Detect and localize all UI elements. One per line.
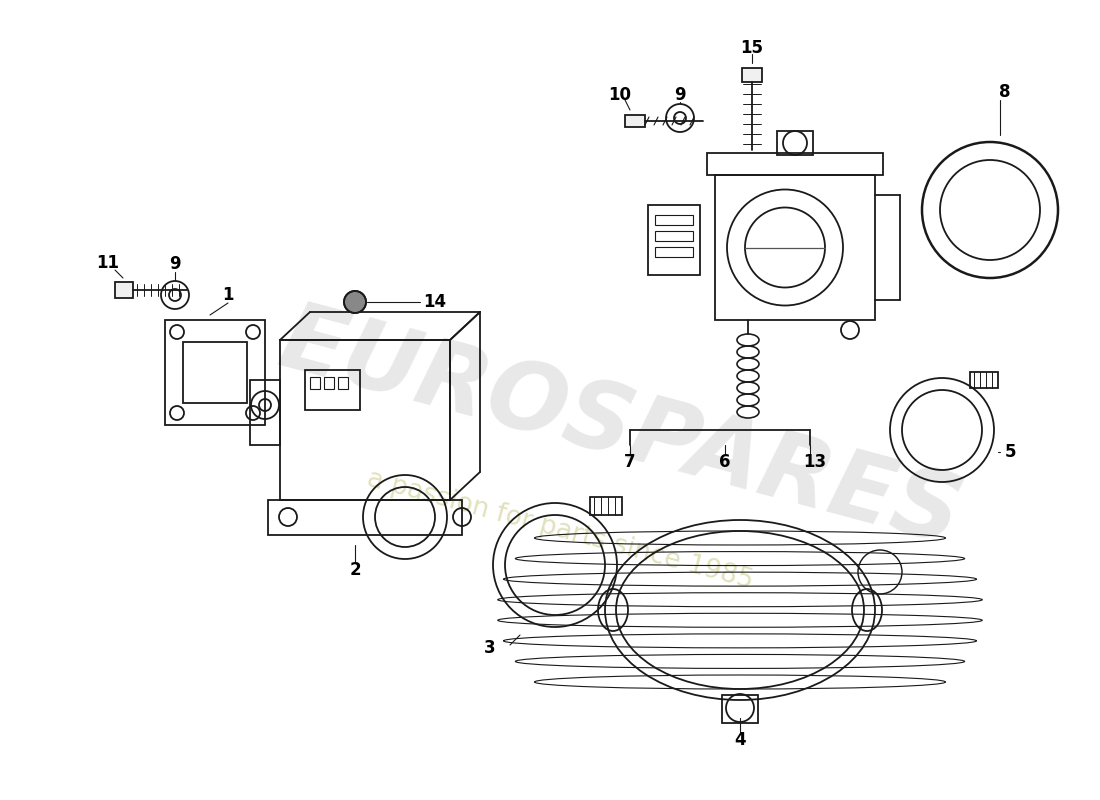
Bar (116, 282, 133, 298)
Bar (742, 68, 762, 82)
Bar (648, 205, 700, 275)
Bar (707, 153, 883, 175)
Bar (165, 320, 265, 425)
Text: 14: 14 (424, 293, 447, 311)
Bar (654, 215, 693, 225)
Text: 6: 6 (719, 453, 730, 471)
Bar (310, 377, 320, 389)
Text: 9: 9 (674, 86, 685, 104)
Text: a passion for parts since 1985: a passion for parts since 1985 (364, 466, 756, 594)
Text: EUROSPARES: EUROSPARES (270, 295, 970, 565)
Text: 11: 11 (97, 254, 120, 272)
Bar (250, 380, 280, 445)
Bar (268, 500, 462, 535)
Text: 8: 8 (999, 83, 1011, 101)
Bar (654, 231, 693, 241)
Bar (777, 131, 813, 155)
Text: 10: 10 (608, 86, 631, 104)
Circle shape (344, 291, 366, 313)
Bar (590, 497, 621, 515)
Bar (715, 175, 874, 320)
Bar (654, 247, 693, 257)
Bar (280, 340, 450, 500)
Bar (324, 377, 334, 389)
Bar (305, 370, 360, 410)
Text: 5: 5 (1004, 443, 1015, 461)
Text: 13: 13 (803, 453, 826, 471)
Text: 7: 7 (624, 453, 636, 471)
Text: 9: 9 (169, 255, 180, 273)
Text: 4: 4 (734, 731, 746, 749)
Bar (338, 377, 348, 389)
Text: 1: 1 (222, 286, 233, 304)
Bar (625, 115, 645, 127)
Bar (722, 695, 758, 723)
Bar (183, 342, 248, 403)
Text: 3: 3 (484, 639, 496, 657)
Text: 2: 2 (349, 561, 361, 579)
Bar (970, 372, 998, 388)
Text: 15: 15 (740, 39, 763, 57)
